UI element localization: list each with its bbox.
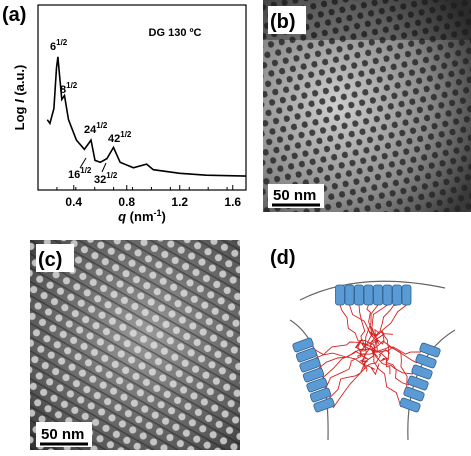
peak-exp: 1/2 xyxy=(80,166,92,175)
panel-label: (d) xyxy=(270,247,296,269)
chain xyxy=(380,357,410,386)
panel-label: (a) xyxy=(2,4,26,26)
peak-label: 81/2 xyxy=(60,81,78,96)
annotation: DG 130 ºC xyxy=(149,27,202,39)
peak-exp: 1/2 xyxy=(96,121,108,130)
block xyxy=(302,367,325,383)
block xyxy=(407,375,429,391)
chain xyxy=(315,333,385,359)
peak-label: 421/2 xyxy=(108,130,132,145)
peak-base: 32 xyxy=(94,174,106,186)
y-label-part: Log xyxy=(12,103,27,130)
x-axis-label: q (nm-1) xyxy=(118,208,166,224)
chain xyxy=(374,304,398,338)
peak-exp: 1/2 xyxy=(66,81,78,90)
chain xyxy=(355,342,414,375)
label-box xyxy=(268,6,306,34)
peak-label: 161/2 xyxy=(68,166,92,181)
peak-exp: 1/2 xyxy=(56,38,68,47)
block xyxy=(313,397,335,413)
peak-label: 321/2 xyxy=(94,171,118,186)
panel-label: (c) xyxy=(38,249,62,271)
block xyxy=(392,284,402,306)
data-line xyxy=(46,56,247,177)
scale-label: 50 nm xyxy=(41,426,84,443)
y-label-part: I xyxy=(12,99,27,103)
block xyxy=(306,377,328,393)
x-label-part: -1 xyxy=(154,208,162,218)
chain xyxy=(325,342,372,389)
peak-exp: 1/2 xyxy=(120,130,132,139)
block xyxy=(309,387,332,403)
leader xyxy=(79,157,87,169)
block xyxy=(419,342,441,358)
chain xyxy=(329,349,379,399)
block xyxy=(344,284,355,306)
chain xyxy=(311,347,380,376)
peak-label: 61/2 xyxy=(50,38,68,53)
peak-label: 241/2 xyxy=(84,121,108,136)
chain xyxy=(368,326,402,408)
x-label-part: (nm xyxy=(126,209,153,224)
block xyxy=(295,347,318,363)
peak-base: 8 xyxy=(60,84,66,96)
x-tick-label: 0.4 xyxy=(65,195,82,209)
x-tick-label: 0.8 xyxy=(118,195,135,209)
y-axis-label: Log I (a.u.) xyxy=(12,65,27,131)
block xyxy=(411,364,433,380)
x-tick-label: 1.6 xyxy=(224,195,241,209)
x-label-part: ) xyxy=(162,209,166,224)
block xyxy=(354,284,364,306)
block xyxy=(373,284,383,306)
leader xyxy=(101,162,107,173)
block xyxy=(363,284,374,306)
y-label-part: (a.u.) xyxy=(12,65,27,100)
chain xyxy=(354,339,422,355)
block xyxy=(299,357,321,373)
panel-label: (b) xyxy=(270,11,296,33)
block xyxy=(399,397,421,413)
chain xyxy=(339,304,376,352)
x-label-part: q xyxy=(118,209,126,224)
peak-base: 16 xyxy=(68,169,80,181)
peak-exp: 1/2 xyxy=(106,171,118,180)
block xyxy=(382,284,393,306)
tem-image-c: (c) 50 nm xyxy=(30,240,240,450)
block xyxy=(415,353,437,369)
chain xyxy=(381,331,408,397)
schematic: (d) xyxy=(270,247,456,441)
block xyxy=(292,337,314,353)
chain xyxy=(373,333,418,364)
scale-label: 50 nm xyxy=(273,187,316,204)
plot-frame xyxy=(37,4,247,191)
peak-base: 24 xyxy=(84,124,97,136)
label-box xyxy=(36,244,74,272)
chain xyxy=(332,349,391,409)
peak-base: 42 xyxy=(108,133,120,145)
block xyxy=(401,284,412,306)
block xyxy=(403,386,425,402)
peak-base: 6 xyxy=(50,41,56,53)
tem-image-b: (b) 50 nm xyxy=(263,0,471,212)
block xyxy=(335,284,345,306)
x-tick-label: 1.2 xyxy=(171,195,188,209)
chain xyxy=(349,304,391,375)
chain xyxy=(359,304,388,362)
